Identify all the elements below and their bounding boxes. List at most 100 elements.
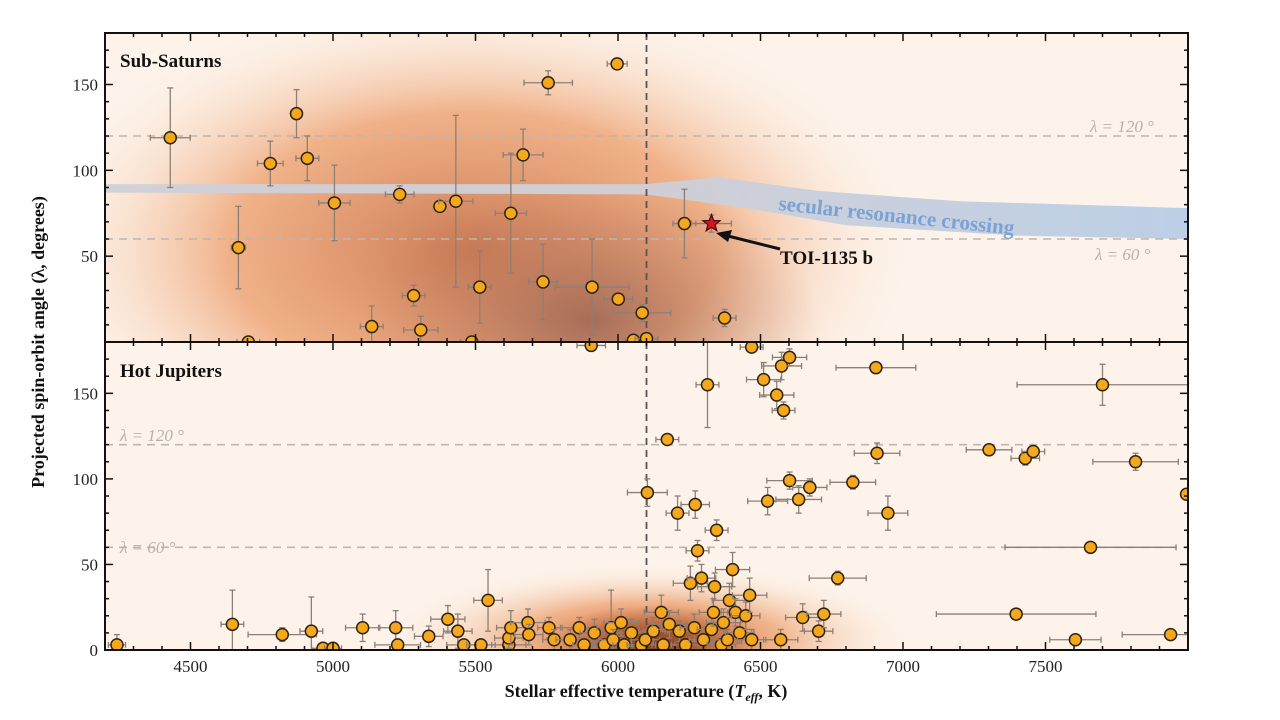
- point-marker: [1179, 487, 1188, 502]
- point-marker: [687, 621, 702, 635]
- point-marker: [577, 638, 591, 650]
- data-point: [696, 572, 733, 602]
- point-marker: [406, 288, 421, 303]
- data-point: [247, 627, 318, 643]
- point-marker: [473, 280, 487, 294]
- point-marker: [584, 342, 598, 353]
- data-point: [935, 607, 1097, 621]
- y-tick-label: 0: [90, 641, 99, 660]
- data-point: [513, 623, 544, 646]
- data-point: [672, 188, 697, 259]
- x-tick-label: 7000: [886, 657, 920, 676]
- x-axis-label: Stellar effective temperature (Teff, K): [505, 681, 788, 704]
- point-marker: [709, 523, 724, 537]
- data-point: [651, 609, 688, 639]
- point-marker: [646, 624, 661, 638]
- point-marker: [542, 621, 556, 635]
- point-marker: [830, 571, 845, 585]
- point-marker: [720, 632, 735, 647]
- point-marker: [626, 333, 641, 342]
- data-point: [775, 485, 823, 514]
- point-marker: [522, 627, 536, 642]
- y-tick-label: 50: [81, 555, 98, 574]
- data-point: [467, 250, 492, 324]
- point-marker: [441, 612, 455, 626]
- point-marker: [1128, 455, 1143, 469]
- point-marker: [678, 638, 693, 650]
- hot-jupiters-panel: Hot Jupiters λ = 120 ° λ = 60 °: [105, 342, 1188, 650]
- point-marker: [846, 475, 860, 490]
- x-tick-label: 6500: [744, 657, 778, 676]
- data-point: [747, 486, 789, 516]
- data-point: [561, 616, 597, 639]
- data-point: [299, 596, 324, 650]
- point-marker: [982, 443, 996, 457]
- data-point: [626, 478, 668, 507]
- x-tick-label: 7500: [1029, 657, 1063, 676]
- point-marker: [304, 624, 319, 638]
- point-marker: [275, 627, 290, 642]
- data-point: [771, 348, 808, 367]
- data-point: [374, 638, 422, 650]
- x-tick-label: 4500: [174, 657, 208, 676]
- data-point: [344, 613, 381, 643]
- data-point: [603, 292, 634, 306]
- point-marker: [563, 632, 577, 647]
- point-marker: [231, 240, 246, 255]
- data-point: [808, 570, 867, 586]
- point-marker: [811, 624, 826, 638]
- data-point: [670, 638, 701, 650]
- data-point: [696, 615, 727, 644]
- data-point: [502, 128, 544, 182]
- data-point: [762, 628, 799, 650]
- point-marker: [639, 331, 654, 342]
- annotation-arrow: [727, 234, 781, 251]
- data-point: [685, 539, 710, 562]
- y-tick-label: 50: [81, 247, 98, 266]
- point-marker: [390, 638, 405, 650]
- data-point: [630, 628, 661, 650]
- point-marker: [241, 335, 256, 342]
- point-marker: [541, 76, 555, 90]
- point-marker: [769, 388, 784, 402]
- point-marker: [690, 544, 705, 558]
- point-marker: [1068, 632, 1083, 647]
- point-marker: [782, 473, 797, 488]
- y-tick-label: 150: [73, 384, 99, 403]
- point-marker: [388, 621, 403, 635]
- data-point: [1004, 540, 1177, 555]
- y-tick-label: 150: [73, 76, 99, 95]
- point-marker: [696, 632, 711, 647]
- data-point: [359, 305, 384, 342]
- data-point: [1179, 487, 1188, 502]
- data-point: [1121, 627, 1188, 642]
- point-marker: [504, 206, 518, 220]
- point-marker: [572, 621, 586, 635]
- point-marker: [670, 506, 685, 520]
- data-point: [466, 638, 496, 650]
- data-point: [289, 89, 304, 139]
- data-point: [536, 616, 562, 639]
- point-marker: [610, 57, 624, 71]
- point-marker: [1026, 444, 1040, 459]
- data-point: [433, 199, 447, 214]
- point-marker: [725, 562, 740, 577]
- point-marker: [656, 638, 671, 650]
- data-point: [1092, 452, 1179, 471]
- data-point: [829, 474, 877, 490]
- x-tick-label: 5000: [316, 657, 350, 676]
- point-marker: [638, 632, 653, 647]
- point-marker: [1095, 378, 1110, 392]
- point-marker: [742, 588, 757, 602]
- data-point: [149, 87, 191, 189]
- point-marker: [640, 485, 655, 500]
- point-marker: [662, 617, 677, 632]
- data-point: [494, 152, 528, 274]
- data-point: [853, 442, 901, 465]
- point-marker: [660, 432, 675, 447]
- point-marker: [614, 615, 628, 630]
- data-point: [528, 243, 558, 321]
- point-marker: [611, 292, 626, 306]
- data-point: [672, 565, 709, 602]
- point-marker: [791, 492, 806, 507]
